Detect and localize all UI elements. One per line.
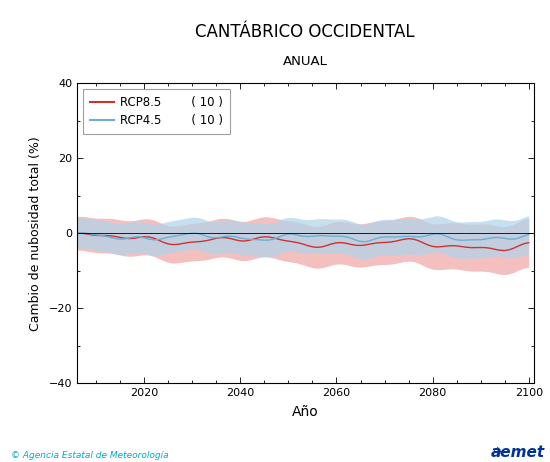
Text: aemet: aemet: [491, 445, 544, 460]
Y-axis label: Cambio de nubosidad total (%): Cambio de nubosidad total (%): [29, 136, 42, 331]
Legend: RCP8.5        ( 10 ), RCP4.5        ( 10 ): RCP8.5 ( 10 ), RCP4.5 ( 10 ): [83, 89, 229, 134]
Text: ✈: ✈: [492, 446, 504, 460]
Text: CANTÁBRICO OCCIDENTAL: CANTÁBRICO OCCIDENTAL: [195, 23, 415, 41]
Text: ANUAL: ANUAL: [283, 55, 328, 68]
Text: © Agencia Estatal de Meteorología: © Agencia Estatal de Meteorología: [11, 451, 169, 460]
X-axis label: Año: Año: [292, 405, 318, 419]
